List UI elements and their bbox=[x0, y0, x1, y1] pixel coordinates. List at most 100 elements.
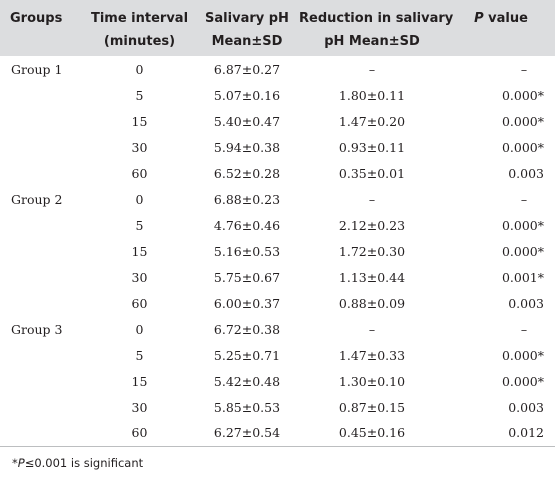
header-reduction: Reduction in salivary pH Mean±SD bbox=[297, 0, 453, 56]
reduction-cell: 0.87±0.15 bbox=[297, 394, 447, 420]
p-value-cell-text: – bbox=[520, 61, 528, 77]
time-cell-text: 5 bbox=[135, 217, 144, 233]
footnote: *P≤0.001 is significant bbox=[0, 445, 555, 480]
reduction-cell: 1.47±0.20 bbox=[297, 108, 447, 134]
salivary-ph-cell-text: 4.76±0.46 bbox=[213, 217, 281, 233]
p-value-cell: 0.003 bbox=[447, 160, 555, 186]
time-cell: 0 bbox=[82, 316, 197, 342]
reduction-cell: – bbox=[297, 56, 447, 82]
salivary-ph-cell: 6.72±0.38 bbox=[197, 316, 297, 342]
group-cell bbox=[0, 212, 82, 238]
p-value-cell-text: 0.000* bbox=[501, 113, 544, 129]
reduction-cell-text: 2.12±0.23 bbox=[338, 217, 406, 233]
salivary-ph-cell-text: 5.16±0.53 bbox=[213, 243, 281, 259]
time-cell: 60 bbox=[82, 420, 197, 446]
table-row: 15 5.40±0.47 1.47±0.20 0.000* bbox=[0, 108, 555, 134]
group-cell bbox=[0, 238, 82, 264]
table-row: Group 3 0 6.72±0.38 – – bbox=[0, 316, 555, 342]
time-cell-text: 5 bbox=[135, 347, 144, 363]
reduction-cell-text: – bbox=[368, 321, 376, 337]
table-row: 15 5.16±0.53 1.72±0.30 0.000* bbox=[0, 238, 555, 264]
reduction-cell: 1.80±0.11 bbox=[297, 82, 447, 108]
p-value-cell: 0.000* bbox=[447, 368, 555, 394]
p-value-cell-text: 0.000* bbox=[501, 347, 544, 363]
p-value-cell: 0.003 bbox=[447, 394, 555, 420]
group-cell bbox=[0, 290, 82, 316]
salivary-ph-cell-text: 6.27±0.54 bbox=[213, 425, 281, 441]
p-value-cell-text: 0.000* bbox=[501, 243, 544, 259]
salivary-ph-cell: 6.52±0.28 bbox=[197, 160, 297, 186]
salivary-ph-cell: 5.75±0.67 bbox=[197, 264, 297, 290]
reduction-cell-text: 0.93±0.11 bbox=[338, 139, 406, 155]
table-row: 5 5.25±0.71 1.47±0.33 0.000* bbox=[0, 342, 555, 368]
salivary-ph-cell-text: 5.25±0.71 bbox=[213, 347, 281, 363]
salivary-ph-cell-text: 6.00±0.37 bbox=[213, 295, 281, 311]
time-cell-text: 15 bbox=[131, 113, 148, 129]
time-cell-text: 15 bbox=[131, 243, 148, 259]
p-value-cell: 0.012 bbox=[447, 420, 555, 446]
header-p-value: P value bbox=[447, 0, 555, 56]
reduction-cell: 2.12±0.23 bbox=[297, 212, 447, 238]
time-cell-text: 30 bbox=[131, 269, 148, 285]
reduction-cell: – bbox=[297, 186, 447, 212]
time-cell: 30 bbox=[82, 134, 197, 160]
p-value-cell: 0.003 bbox=[447, 290, 555, 316]
salivary-ph-cell: 6.00±0.37 bbox=[197, 290, 297, 316]
reduction-cell-text: 0.87±0.15 bbox=[338, 399, 406, 415]
reduction-cell-text: 1.72±0.30 bbox=[338, 243, 406, 259]
salivary-ph-cell-text: 6.87±0.27 bbox=[213, 61, 281, 77]
reduction-cell: 0.45±0.16 bbox=[297, 420, 447, 446]
group-cell bbox=[0, 342, 82, 368]
p-value-cell-text: – bbox=[520, 191, 528, 207]
p-value-cell-text: 0.000* bbox=[501, 139, 544, 155]
reduction-cell: – bbox=[297, 316, 447, 342]
header-p-rest: value bbox=[483, 11, 528, 26]
table-row: 5 4.76±0.46 2.12±0.23 0.000* bbox=[0, 212, 555, 238]
header-salivary-ph: Salivary pH Mean±SD bbox=[197, 0, 297, 56]
reduction-cell: 1.30±0.10 bbox=[297, 368, 447, 394]
reduction-cell-text: 1.13±0.44 bbox=[338, 269, 406, 285]
reduction-cell-text: 0.45±0.16 bbox=[338, 425, 406, 441]
reduction-cell-text: – bbox=[368, 191, 376, 207]
time-cell: 15 bbox=[82, 368, 197, 394]
salivary-ph-cell: 5.40±0.47 bbox=[197, 108, 297, 134]
p-value-cell-text: 0.000* bbox=[501, 373, 544, 389]
time-cell-text: 60 bbox=[131, 165, 148, 181]
table-row: 15 5.42±0.48 1.30±0.10 0.000* bbox=[0, 368, 555, 394]
table-body: Group 1 0 6.87±0.27 – – 5 5.07±0.16 1.80±0.11 0.… bbox=[0, 56, 555, 446]
salivary-ph-cell-text: 5.94±0.38 bbox=[213, 139, 281, 155]
salivary-ph-cell-text: 5.85±0.53 bbox=[213, 399, 281, 415]
table-row: 60 6.00±0.37 0.88±0.09 0.003 bbox=[0, 290, 555, 316]
p-value-cell-text: – bbox=[520, 321, 528, 337]
table-row: Group 2 0 6.88±0.23 – – bbox=[0, 186, 555, 212]
footnote-p: P bbox=[17, 456, 25, 470]
salivary-ph-cell: 5.94±0.38 bbox=[197, 134, 297, 160]
time-cell: 0 bbox=[82, 186, 197, 212]
table-row: 30 5.94±0.38 0.93±0.11 0.000* bbox=[0, 134, 555, 160]
group-cell bbox=[0, 160, 82, 186]
salivary-ph-cell: 6.87±0.27 bbox=[197, 56, 297, 82]
p-value-cell: – bbox=[447, 316, 555, 342]
salivary-ph-cell: 5.85±0.53 bbox=[197, 394, 297, 420]
table-row: 5 5.07±0.16 1.80±0.11 0.000* bbox=[0, 82, 555, 108]
reduction-cell-text: 0.88±0.09 bbox=[338, 295, 406, 311]
salivary-ph-cell-text: 6.88±0.23 bbox=[213, 191, 281, 207]
salivary-ph-cell-text: 5.75±0.67 bbox=[213, 269, 281, 285]
salivary-ph-cell-text: 5.42±0.48 bbox=[213, 373, 281, 389]
group-cell: Group 1 bbox=[0, 56, 82, 82]
group-cell bbox=[0, 134, 82, 160]
p-value-cell: 0.000* bbox=[447, 212, 555, 238]
p-value-cell-text: 0.003 bbox=[508, 165, 544, 181]
reduction-cell-text: 1.47±0.33 bbox=[338, 347, 406, 363]
time-cell: 5 bbox=[82, 212, 197, 238]
salivary-ph-cell: 6.27±0.54 bbox=[197, 420, 297, 446]
time-cell-text: 30 bbox=[131, 399, 148, 415]
group-cell-text: Group 1 bbox=[11, 61, 63, 77]
footnote-mark: * bbox=[12, 456, 18, 470]
p-value-cell-text: 0.003 bbox=[508, 399, 544, 415]
reduction-cell-text: – bbox=[368, 61, 376, 77]
time-cell-text: 60 bbox=[131, 295, 148, 311]
p-value-cell: 0.001* bbox=[447, 264, 555, 290]
p-value-cell-text: 0.000* bbox=[501, 217, 544, 233]
